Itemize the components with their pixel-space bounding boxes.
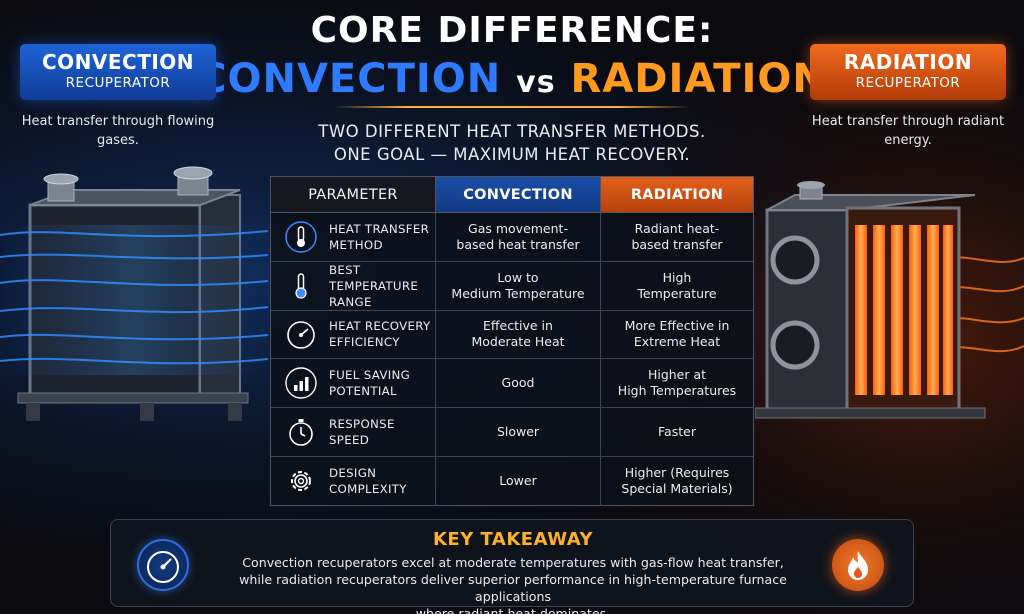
row-radiation-value: Higher at High Temperatures (617, 367, 737, 399)
row-parameter: BEST TEMPERATURE RANGE (271, 261, 436, 310)
gauge-icon (137, 539, 189, 591)
header-parameter: PARAMETER (271, 177, 436, 212)
stopwatch-icon (281, 412, 321, 452)
row-parameter: DESIGN COMPLEXITY (271, 456, 436, 506)
takeaway-body: Convection recuperators excel at moderat… (239, 555, 787, 614)
radiation-badge-subtitle: RECUPERATOR (855, 75, 961, 91)
row-radiation-value: Faster (658, 424, 696, 440)
row-radiation-value: Radiant heat- based transfer (631, 220, 723, 252)
radiation-description: Heat transfer through radiant energy. (811, 114, 1005, 148)
convection-recuperator-illustration (0, 166, 268, 421)
row-convection-value: Lower (436, 456, 601, 506)
row-radiation-value: Higher (Requires Special Materials) (621, 465, 733, 497)
gear-icon (281, 461, 321, 501)
radiation-badge-title: RADIATION (843, 50, 973, 74)
subtitle: TWO DIFFERENT HEAT TRANSFER METHODS. ONE… (0, 120, 1024, 166)
flame-icon (832, 539, 884, 591)
row-convection-value: Effective in Moderate Heat (436, 310, 601, 359)
table-header: PARAMETER CONVECTION RADIATION (271, 177, 753, 213)
page-title-comparison: CONVECTION vs RADIATION (0, 56, 1024, 102)
radiation-badge: RADIATION RECUPERATOR (810, 44, 1006, 100)
header-convection: CONVECTION (436, 177, 601, 212)
row-radiation-value: High Temperature (637, 269, 717, 301)
page-title: CORE DIFFERENCE: (310, 10, 714, 51)
thermometer-icon (281, 217, 321, 257)
bar-chart-icon (281, 363, 321, 403)
key-takeaway-panel: KEY TAKEAWAY Convection recuperators exc… (110, 519, 914, 614)
row-radiation-value: More Effective in Extreme Heat (624, 318, 730, 350)
row-convection-value: Low to Medium Temperature (436, 261, 601, 310)
row-convection-value: Gas movement- based heat transfer (436, 213, 601, 261)
table-row: DESIGN COMPLEXITY Lower Higher (Requires… (271, 456, 753, 506)
title-divider (334, 106, 690, 108)
row-convection-value: Slower (436, 408, 601, 456)
gauge-icon (281, 314, 321, 354)
table-row: FUEL SAVING POTENTIAL Good Higher at Hig… (271, 359, 753, 409)
subtitle-line-2: ONE GOAL — MAXIMUM HEAT RECOVERY. (333, 145, 691, 164)
thermometer-icon (281, 266, 321, 306)
takeaway-title: KEY TAKEAWAY (432, 529, 593, 550)
title-convection: CONVECTION (197, 56, 502, 102)
row-parameter: HEAT RECOVERY EFFICIENCY (271, 310, 436, 359)
convection-badge: CONVECTION RECUPERATOR (20, 44, 216, 100)
table-row: HEAT TRANSFER METHOD Gas movement- based… (271, 213, 753, 262)
table-row: RESPONSE SPEED Slower Faster (271, 408, 753, 457)
table-row: HEAT RECOVERY EFFICIENCY Effective in Mo… (271, 310, 753, 360)
row-parameter: HEAT TRANSFER METHOD (271, 213, 436, 261)
convection-description: Heat transfer through flowing gases. (21, 114, 215, 148)
row-parameter: FUEL SAVING POTENTIAL (271, 359, 436, 408)
row-parameter: RESPONSE SPEED (271, 408, 436, 456)
title-radiation: RADIATION (570, 56, 827, 102)
convection-badge-title: CONVECTION (41, 50, 195, 74)
radiation-recuperator-illustration (755, 181, 1024, 419)
header-radiation: RADIATION (601, 177, 753, 212)
row-convection-value: Good (436, 359, 601, 408)
convection-badge-subtitle: RECUPERATOR (65, 75, 171, 91)
title-vs: vs (516, 65, 556, 100)
comparison-table: PARAMETER CONVECTION RADIATION HEAT TRAN… (270, 176, 754, 506)
subtitle-line-1: TWO DIFFERENT HEAT TRANSFER METHODS. (318, 122, 706, 141)
table-row: BEST TEMPERATURE RANGE Low to Medium Tem… (271, 261, 753, 311)
